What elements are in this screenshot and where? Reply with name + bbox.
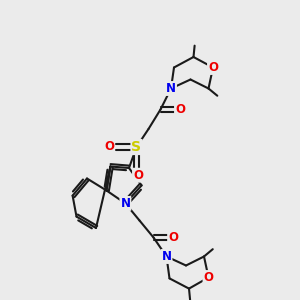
Text: N: N [120,197,130,210]
Text: O: O [133,169,143,182]
Text: N: N [161,250,172,263]
Text: O: O [104,140,114,154]
Text: N: N [166,82,176,95]
Text: O: O [168,231,178,244]
Text: O: O [208,61,218,74]
Text: O: O [175,103,185,116]
Text: O: O [203,271,214,284]
Text: S: S [131,140,142,154]
